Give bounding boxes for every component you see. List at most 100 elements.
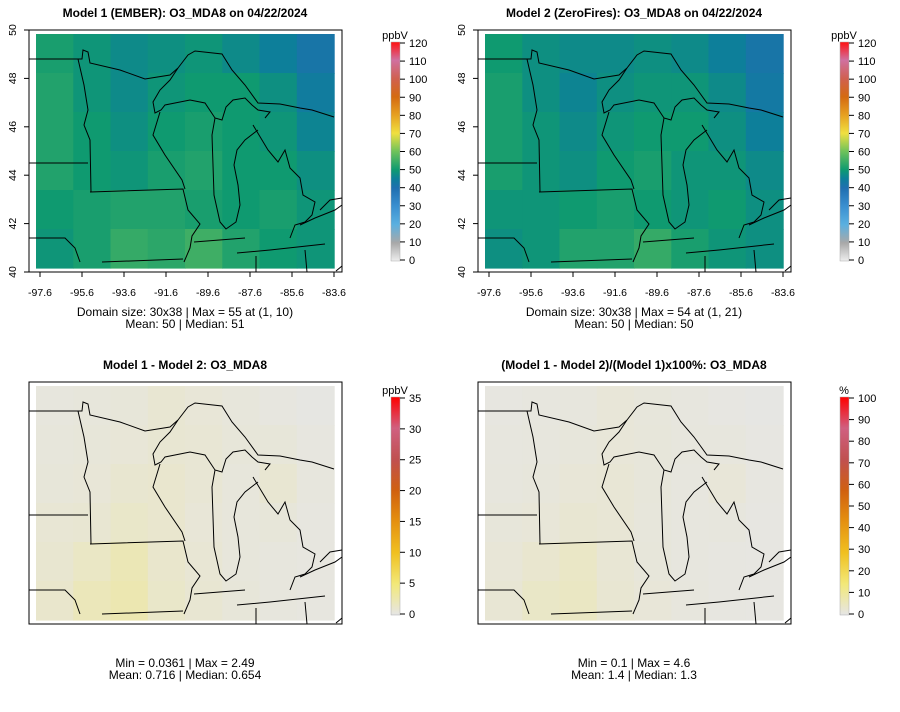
colorbar	[390, 41, 401, 262]
heatmap-cell	[296, 73, 335, 113]
heatmap-cell	[185, 542, 223, 582]
heatmap-cell	[522, 112, 561, 152]
heatmap-cell	[485, 425, 523, 465]
y-tick-label: 46	[7, 121, 19, 133]
heatmap-cell	[222, 190, 261, 230]
heatmap-cell	[671, 503, 710, 543]
colorbar-tick-label: 20	[858, 566, 870, 578]
heatmap-cell	[36, 386, 74, 426]
heatmap-cell	[634, 151, 672, 191]
x-tick-label: -97.6	[28, 287, 52, 299]
stats-line-2: Mean: 0.716 | Median: 0.654	[109, 668, 262, 682]
colorbar-tick-label: 30	[858, 544, 870, 556]
heatmap-cell	[559, 151, 598, 191]
heatmap-cell	[36, 229, 74, 269]
heatmap-cell	[671, 34, 710, 74]
heatmap-cell	[559, 73, 598, 113]
x-tick-label: -91.6	[154, 287, 178, 299]
heatmap-cell	[36, 464, 74, 504]
plot-frame	[28, 29, 343, 273]
heatmap-cell	[110, 464, 149, 504]
colorbar-tick-label: 50	[858, 165, 870, 177]
colorbar-tick-label: 110	[409, 56, 427, 68]
heatmap-cell	[745, 73, 784, 113]
heatmap-cell	[73, 425, 112, 465]
heatmap-cell	[222, 581, 261, 621]
heatmap-cell	[73, 34, 112, 74]
heatmap-cell	[259, 190, 298, 230]
y-tick-label: 42	[7, 218, 19, 230]
heatmap-cell	[185, 581, 223, 621]
heatmap-cell	[36, 73, 74, 113]
heatmap-cell	[745, 229, 784, 269]
heatmap-cell	[222, 34, 261, 74]
heatmap-cell	[296, 34, 335, 74]
colorbar-tick-label: 30	[858, 201, 870, 213]
colorbar-tick-label: 120	[858, 38, 876, 50]
x-tick-label: -95.6	[70, 287, 94, 299]
heatmap-cell	[708, 34, 747, 74]
heatmap-cell	[596, 229, 635, 269]
heatmap-cell	[110, 581, 149, 621]
colorbar-tick-label: 100	[858, 74, 876, 86]
colorbar-tick-label: 0	[409, 255, 415, 267]
colorbar-tick-label: 50	[409, 165, 421, 177]
y-tick-label: 46	[456, 121, 468, 133]
heatmap-cell	[185, 425, 223, 465]
heatmap-cell	[73, 542, 112, 582]
heatmap-cell	[559, 34, 598, 74]
heatmap-cell	[559, 425, 598, 465]
heatmap-cell	[745, 34, 784, 74]
heatmap-cell	[222, 229, 261, 269]
colorbar-tick-label: 20	[409, 219, 421, 231]
heatmap-cell	[634, 581, 672, 621]
heatmap-cell	[73, 581, 112, 621]
colorbar-tick-label: 80	[409, 110, 421, 122]
stats-line-2: Mean: 50 | Median: 51	[125, 317, 245, 331]
colorbar-tick-label: 90	[858, 415, 870, 427]
map-panel-3: Model 1 - Model 2: O3_MDA8 Min = 0.0361 |…	[28, 358, 421, 682]
map-panel-4: (Model 1 - Model 2)/(Model 1)x100%: O3_M…	[477, 358, 876, 682]
heatmap-cell	[259, 464, 298, 504]
colorbar-tick-label: 70	[409, 128, 421, 140]
colorbar-tick-label: 40	[409, 183, 421, 195]
heatmap-cell	[185, 73, 223, 113]
colorbar	[839, 396, 850, 616]
stats-line-1: Domain size: 30x38 | Max = 55 at (1, 10)	[77, 305, 293, 319]
colorbar-tick-label: 10	[409, 547, 421, 559]
colorbar	[839, 41, 850, 262]
heatmap-cell	[259, 112, 298, 152]
heatmap-cell	[36, 542, 74, 582]
colorbar-tick-label: 120	[409, 38, 427, 50]
heatmap-cell	[36, 151, 74, 191]
colorbar-tick-label: 60	[858, 479, 870, 491]
heatmap-cell	[185, 503, 223, 543]
stats-line-2: Mean: 50 | Median: 50	[574, 317, 694, 331]
y-tick-label: 44	[456, 169, 468, 181]
y-tick-label: 50	[456, 24, 468, 36]
heatmap-cell	[559, 581, 598, 621]
colorbar-tick-label: 50	[858, 501, 870, 513]
colorbar-tick-label: 20	[858, 219, 870, 231]
heatmap-cell	[485, 581, 523, 621]
heatmap-cell	[259, 386, 298, 426]
heatmap-cell	[110, 34, 149, 74]
x-tick-label: -91.6	[603, 287, 627, 299]
heatmap-cell	[36, 112, 74, 152]
heatmap-cell	[259, 34, 298, 74]
y-tick-label: 48	[7, 72, 19, 84]
y-tick-label: 40	[7, 266, 19, 278]
colorbar-tick-label: 90	[858, 92, 870, 104]
colorbar-unit: ppbV	[382, 385, 408, 397]
heatmap-cell	[485, 542, 523, 582]
heatmap-cell	[110, 503, 149, 543]
heatmap-cell	[147, 34, 186, 74]
heatmap-cell	[222, 112, 261, 152]
heatmap-cell	[596, 34, 635, 74]
x-tick-label: -89.6	[645, 287, 669, 299]
colorbar-unit: ppbV	[382, 30, 408, 42]
heatmap-cell	[73, 464, 112, 504]
map-panel-1: Model 1 (EMBER): O3_MDA8 on 04/22/2024 -9…	[7, 6, 427, 331]
x-tick-label: -83.6	[322, 287, 346, 299]
heatmap-cell	[522, 503, 561, 543]
